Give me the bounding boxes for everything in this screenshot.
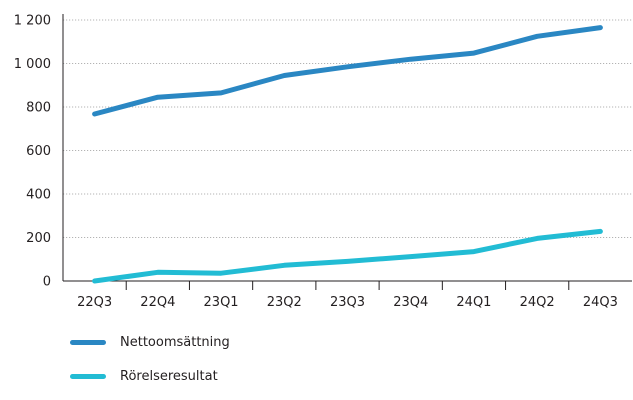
series-line-nettoomsattning [92,25,603,117]
gridlines [63,19,632,238]
legend: Nettoomsättning Rörelseresultat [70,332,230,400]
legend-item-nettoomsattning: Nettoomsättning [70,332,230,352]
x-tick-label: 24Q3 [583,295,618,310]
legend-label-rorelseresultat: Rörelseresultat [120,368,218,384]
x-tick-label: 22Q3 [77,295,112,310]
series-lines [92,25,603,284]
y-tick-label: 400 [26,188,51,203]
y-tick-label: 200 [26,231,51,246]
series-line-rorelseresultat [92,228,603,284]
y-tick-label: 1 000 [14,57,51,72]
x-tick-label: 23Q3 [330,295,365,310]
x-tick-labels: 22Q3 22Q4 23Q1 23Q2 23Q3 23Q4 24Q1 24Q2 24Q3 [77,295,618,310]
x-tick-label: 24Q1 [456,295,491,310]
y-tick-label: 800 [26,101,51,116]
line-chart: 0 200 400 600 800 1 000 1 200 22Q3 22Q4 23Q1 23Q2… [14,14,632,310]
x-tick-label: 23Q1 [204,295,239,310]
x-tick-label: 22Q4 [140,295,175,310]
axes [62,14,632,290]
legend-label-nettoomsattning: Nettoomsättning [120,334,230,350]
x-tick-label: 23Q4 [393,295,428,310]
y-tick-label: 0 [43,275,51,290]
y-tick-label: 1 200 [14,14,51,29]
legend-item-rorelseresultat: Rörelseresultat [70,366,230,386]
y-tick-label: 600 [26,144,51,159]
x-tick-label: 23Q2 [267,295,302,310]
legend-swatch-nettoomsattning [70,339,106,345]
x-tick-label: 24Q2 [520,295,555,310]
y-tick-labels: 0 200 400 600 800 1 000 1 200 [14,14,51,290]
legend-swatch-rorelseresultat [70,373,106,379]
